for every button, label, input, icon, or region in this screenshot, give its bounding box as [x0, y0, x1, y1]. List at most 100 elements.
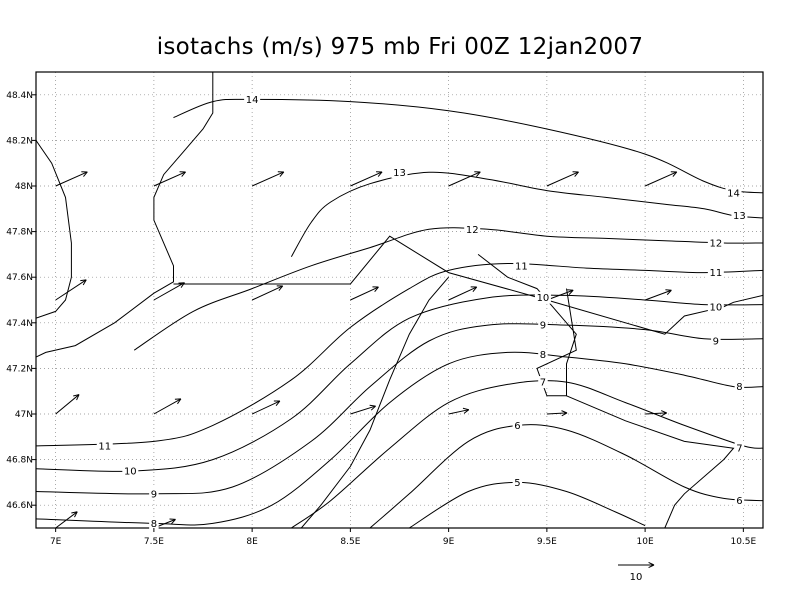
arrow-head — [666, 289, 672, 295]
arrow-shaft — [153, 282, 185, 301]
wind-arrow — [644, 171, 678, 187]
tick-label-x: 9E — [443, 537, 455, 547]
arrow-shaft — [546, 289, 574, 301]
arrow-head — [665, 289, 672, 291]
contour-label-8: 8 — [736, 382, 742, 393]
contour-label-bg — [711, 335, 721, 348]
wind-arrow — [448, 286, 478, 301]
wind-arrow — [448, 407, 470, 415]
contour-label-8: 8 — [540, 350, 546, 361]
contour-label-bg — [707, 237, 724, 249]
arrow-head — [377, 171, 383, 177]
contour-label-bg — [122, 465, 139, 477]
arrow-head — [370, 405, 376, 411]
contour-label-10: 10 — [537, 293, 550, 304]
axis-ticks: 7E 7.5E 8E 8.5E 9E 9.5E 10E 10.5E 46.6N 46.8N 47N 4… — [6, 91, 756, 547]
contour-label-10: 10 — [124, 467, 137, 478]
wind-arrow — [55, 511, 78, 528]
arrow-head — [661, 412, 667, 417]
border-line — [477, 254, 577, 397]
contour-label-bg — [512, 419, 523, 432]
arrow-head — [567, 289, 574, 291]
wind-arrow — [546, 171, 579, 187]
political-borders — [36, 72, 763, 528]
wind-arrow — [153, 398, 182, 415]
arrow-head — [82, 279, 87, 286]
arrow-head — [177, 398, 182, 405]
arrow-shaft — [153, 398, 182, 415]
tick-label-x: 7E — [50, 537, 62, 547]
tick-label-x: 7.5E — [144, 537, 164, 547]
tick-label-y: 48.4N — [6, 91, 33, 101]
wind-arrow — [448, 171, 481, 187]
contour-label-13: 13 — [733, 211, 746, 222]
contour-label-9: 9 — [151, 489, 157, 500]
arrow-head — [171, 519, 176, 525]
reference-arrow-label: 10 — [630, 572, 643, 583]
contour-label-bg — [464, 223, 481, 236]
contour-label-6: 6 — [514, 421, 520, 432]
contour-label-bg — [538, 348, 548, 361]
wind-vectors — [55, 171, 678, 528]
arrow-head — [279, 171, 285, 177]
tick-label-y: 46.8N — [6, 456, 33, 466]
tick-label-y: 47.8N — [6, 228, 33, 238]
arrow-head — [278, 285, 284, 291]
contour-label-bg — [731, 209, 748, 222]
wind-arrow — [153, 171, 186, 187]
wind-arrow — [546, 289, 574, 301]
arrow-shaft — [448, 286, 477, 301]
arrow-shaft — [645, 412, 667, 415]
contour-line-5 — [409, 481, 646, 528]
arrow-shaft — [350, 171, 383, 187]
arrow-shaft — [448, 409, 469, 415]
tick-label-x: 10.5E — [730, 537, 756, 547]
contour-label-bg — [149, 487, 159, 500]
contour-label-bg — [725, 186, 742, 199]
tick-label-y: 48.2N — [6, 136, 33, 146]
wind-arrow — [55, 394, 80, 415]
arrow-shaft — [251, 171, 285, 187]
arrow-shaft — [251, 285, 283, 301]
contour-line-6 — [369, 424, 763, 528]
wind-arrow — [55, 171, 88, 187]
contour-label-11: 11 — [515, 261, 528, 272]
arrow-shaft — [546, 171, 579, 187]
contour-label-11: 11 — [709, 268, 722, 279]
border-line — [36, 72, 214, 358]
border-line — [36, 140, 72, 319]
wind-arrow — [251, 171, 285, 187]
border-line — [566, 395, 735, 528]
contour-label-7: 7 — [736, 444, 742, 455]
contour-label-bg — [391, 166, 408, 179]
contour-label-7: 7 — [540, 378, 546, 389]
contour-label-9: 9 — [540, 321, 546, 332]
arrow-head — [73, 394, 80, 397]
contour-label-bg — [707, 300, 724, 313]
contour-line-11 — [36, 262, 763, 447]
plot-frame — [35, 71, 764, 529]
arrow-head — [369, 404, 376, 407]
arrow-head — [74, 511, 78, 518]
contour-label-bg — [734, 494, 745, 507]
contour-line-10 — [36, 294, 763, 472]
contour-line-13 — [290, 171, 763, 257]
contour-line-14 — [173, 98, 763, 194]
contour-label-bg — [734, 442, 745, 455]
arrow-head — [672, 171, 678, 177]
arrow-head — [561, 412, 568, 417]
arrow-shaft — [55, 279, 87, 301]
wind-arrow — [644, 289, 672, 301]
tick-label-x: 8.5E — [340, 537, 360, 547]
contour-label-9: 9 — [713, 337, 719, 348]
arrow-head — [76, 394, 80, 401]
arrow-shaft — [644, 171, 677, 187]
arrow-head — [80, 279, 87, 282]
tick-label-y: 47.4N — [6, 319, 33, 329]
border-line — [173, 235, 763, 335]
contour-label-bg — [244, 93, 261, 106]
contour-label-5: 5 — [514, 478, 520, 489]
contour-label-13: 13 — [393, 168, 406, 179]
arrow-head — [472, 286, 478, 292]
contour-label-bg — [512, 476, 523, 489]
